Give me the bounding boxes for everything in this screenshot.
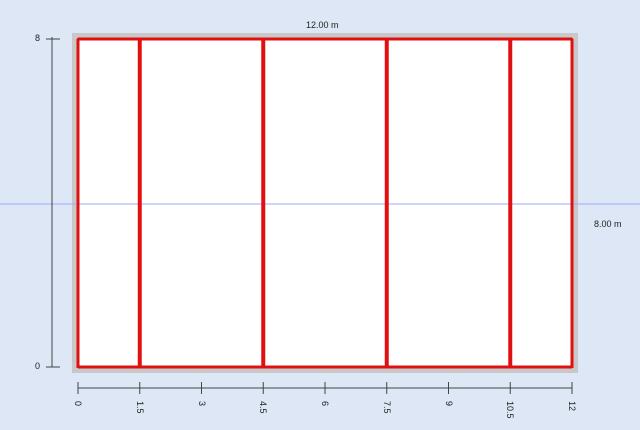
- x-tick-label: 1.5: [134, 401, 145, 414]
- x-tick-label: 12: [567, 401, 577, 412]
- x-tick-label: 7.5: [381, 401, 392, 414]
- floor-area: [78, 39, 572, 367]
- width-dimension-label: 12.00 m: [306, 20, 339, 30]
- x-tick-label: 10.5: [505, 401, 516, 419]
- y-tick-label: 8: [35, 33, 41, 43]
- x-tick-label: 4.5: [258, 401, 269, 414]
- depth-dimension-label: 8.00 m: [594, 219, 622, 229]
- x-tick-label: 9: [443, 401, 454, 407]
- x-tick-label: 0: [73, 401, 83, 407]
- x-tick-label: 6: [320, 401, 330, 407]
- y-tick-label: 0: [35, 361, 41, 371]
- x-tick-label: 3: [196, 401, 207, 407]
